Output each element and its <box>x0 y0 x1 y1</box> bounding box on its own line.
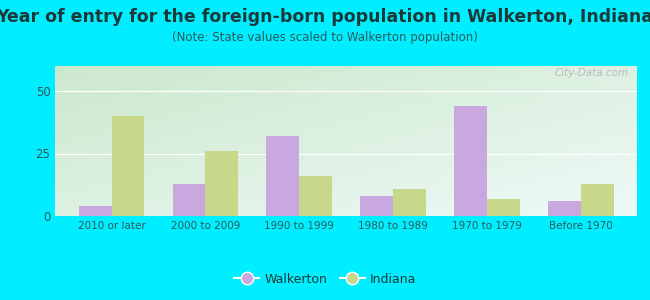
Bar <box>299 176 332 216</box>
Bar <box>79 206 112 216</box>
Legend: Walkerton, Indiana: Walkerton, Indiana <box>229 268 421 291</box>
Bar <box>360 196 393 216</box>
Bar <box>266 136 299 216</box>
Bar <box>487 199 520 216</box>
Bar <box>548 201 580 216</box>
Text: City-Data.com: City-Data.com <box>554 68 629 78</box>
Text: (Note: State values scaled to Walkerton population): (Note: State values scaled to Walkerton … <box>172 32 478 44</box>
Bar <box>580 184 614 216</box>
Bar <box>454 106 487 216</box>
Bar <box>172 184 205 216</box>
Bar <box>112 116 144 216</box>
Bar <box>205 151 238 216</box>
Text: Year of entry for the foreign-born population in Walkerton, Indiana: Year of entry for the foreign-born popul… <box>0 8 650 26</box>
Bar <box>393 188 426 216</box>
